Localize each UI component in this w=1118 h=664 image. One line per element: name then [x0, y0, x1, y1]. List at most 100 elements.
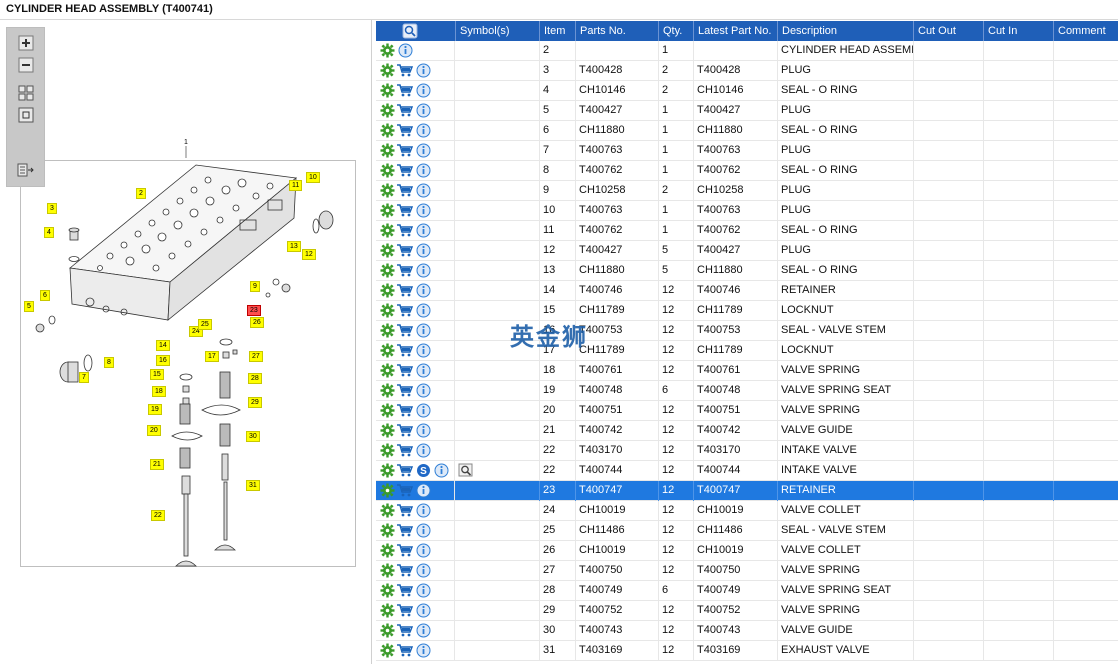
- info-icon[interactable]: [416, 523, 431, 538]
- cart-icon[interactable]: [396, 383, 414, 398]
- info-icon[interactable]: [416, 543, 431, 558]
- column-header-cut-out[interactable]: Cut Out: [914, 21, 984, 41]
- export-icon[interactable]: [16, 160, 36, 180]
- callout-31[interactable]: 31: [246, 480, 260, 491]
- info-icon[interactable]: [416, 643, 431, 658]
- info-icon[interactable]: [416, 483, 431, 498]
- column-header-cut-in[interactable]: Cut In: [984, 21, 1054, 41]
- table-row[interactable]: 12 T400427 5 T400427 PLUG: [376, 241, 1118, 261]
- callout-1[interactable]: 1: [184, 139, 188, 146]
- info-icon[interactable]: [416, 303, 431, 318]
- magnifier-icon[interactable]: [458, 463, 473, 478]
- callout-11[interactable]: 11: [289, 180, 303, 191]
- cart-icon[interactable]: [396, 283, 414, 298]
- table-row[interactable]: 27 T400750 12 T400750 VALVE SPRING: [376, 561, 1118, 581]
- table-row[interactable]: 18 T400761 12 T400761 VALVE SPRING: [376, 361, 1118, 381]
- gear-icon[interactable]: [380, 363, 395, 378]
- table-row[interactable]: S 22 T400744 12 T400744 INTAKE VALVE: [376, 461, 1118, 481]
- table-row[interactable]: 17 CH11789 12 CH11789 LOCKNUT: [376, 341, 1118, 361]
- gear-icon[interactable]: [380, 283, 395, 298]
- cart-icon[interactable]: [396, 343, 414, 358]
- callout-15[interactable]: 15: [150, 369, 164, 380]
- cart-icon[interactable]: [396, 143, 414, 158]
- gear-icon[interactable]: [380, 403, 395, 418]
- table-row[interactable]: 15 CH11789 12 CH11789 LOCKNUT: [376, 301, 1118, 321]
- callout-24[interactable]: 24: [189, 326, 203, 337]
- cart-icon[interactable]: [396, 483, 414, 498]
- cart-icon[interactable]: [396, 163, 414, 178]
- callout-19[interactable]: 19: [148, 404, 162, 415]
- info-icon[interactable]: [416, 603, 431, 618]
- callout-12[interactable]: 12: [302, 249, 316, 260]
- info-icon[interactable]: [416, 443, 431, 458]
- info-icon[interactable]: [416, 583, 431, 598]
- info-icon[interactable]: [416, 383, 431, 398]
- cart-icon[interactable]: [396, 643, 414, 658]
- info-icon[interactable]: [416, 223, 431, 238]
- column-header-comment[interactable]: Comment: [1058, 25, 1106, 37]
- table-row[interactable]: 20 T400751 12 T400751 VALVE SPRING: [376, 401, 1118, 421]
- table-row[interactable]: 31 T403169 12 T403169 EXHAUST VALVE: [376, 641, 1118, 661]
- callout-8[interactable]: 8: [104, 357, 114, 368]
- callout-2[interactable]: 2: [136, 188, 146, 199]
- callout-9[interactable]: 9: [250, 281, 260, 292]
- search-icon[interactable]: [376, 21, 456, 41]
- gear-icon[interactable]: [380, 123, 395, 138]
- gear-icon[interactable]: [380, 463, 395, 478]
- callout-7[interactable]: 7: [79, 372, 89, 383]
- cart-icon[interactable]: [396, 63, 414, 78]
- gear-icon[interactable]: [380, 263, 395, 278]
- callout-28[interactable]: 28: [248, 373, 262, 384]
- gear-icon[interactable]: [380, 43, 395, 58]
- info-icon[interactable]: [416, 283, 431, 298]
- table-row[interactable]: 29 T400752 12 T400752 VALVE SPRING: [376, 601, 1118, 621]
- info-icon[interactable]: [416, 263, 431, 278]
- table-row[interactable]: 5 T400427 1 T400427 PLUG: [376, 101, 1118, 121]
- cart-icon[interactable]: [396, 183, 414, 198]
- table-row[interactable]: 7 T400763 1 T400763 PLUG: [376, 141, 1118, 161]
- info-icon[interactable]: [416, 343, 431, 358]
- cart-icon[interactable]: [396, 423, 414, 438]
- info-icon[interactable]: [416, 63, 431, 78]
- cart-icon[interactable]: [396, 263, 414, 278]
- info-icon[interactable]: [416, 243, 431, 258]
- gear-icon[interactable]: [380, 383, 395, 398]
- cart-icon[interactable]: [396, 563, 414, 578]
- callout-26[interactable]: 26: [250, 317, 264, 328]
- gear-icon[interactable]: [380, 303, 395, 318]
- cart-icon[interactable]: [396, 223, 414, 238]
- cart-icon[interactable]: [396, 83, 414, 98]
- callout-16[interactable]: 16: [156, 355, 170, 366]
- callout-17[interactable]: 17: [205, 351, 219, 362]
- table-row[interactable]: 14 T400746 12 T400746 RETAINER: [376, 281, 1118, 301]
- table-row[interactable]: 28 T400749 6 T400749 VALVE SPRING SEAT: [376, 581, 1118, 601]
- cart-icon[interactable]: [396, 523, 414, 538]
- cart-icon[interactable]: [396, 243, 414, 258]
- table-row[interactable]: 6 CH11880 1 CH11880 SEAL - O RING: [376, 121, 1118, 141]
- column-header-parts-no[interactable]: Parts No.: [576, 21, 659, 41]
- info-icon[interactable]: [416, 163, 431, 178]
- gear-icon[interactable]: [380, 643, 395, 658]
- gear-icon[interactable]: [380, 423, 395, 438]
- table-row[interactable]: 19 T400748 6 T400748 VALVE SPRING SEAT: [376, 381, 1118, 401]
- gear-icon[interactable]: [380, 563, 395, 578]
- table-row[interactable]: 13 CH11880 5 CH11880 SEAL - O RING: [376, 261, 1118, 281]
- cart-icon[interactable]: [396, 203, 414, 218]
- info-icon[interactable]: [416, 623, 431, 638]
- gear-icon[interactable]: [380, 483, 395, 498]
- callout-27[interactable]: 27: [249, 351, 263, 362]
- info-icon[interactable]: [416, 203, 431, 218]
- column-header-symbols[interactable]: Symbol(s): [456, 21, 540, 41]
- info-icon[interactable]: [416, 423, 431, 438]
- cart-icon[interactable]: [396, 503, 414, 518]
- cart-icon[interactable]: [396, 123, 414, 138]
- gear-icon[interactable]: [380, 243, 395, 258]
- zoom-in-icon[interactable]: [16, 33, 36, 53]
- gear-icon[interactable]: [380, 83, 395, 98]
- column-header-description[interactable]: Description: [778, 21, 914, 41]
- callout-30[interactable]: 30: [246, 431, 260, 442]
- gear-icon[interactable]: [380, 103, 395, 118]
- cart-icon[interactable]: [396, 403, 414, 418]
- callout-20[interactable]: 20: [147, 425, 161, 436]
- supersession-icon[interactable]: S: [416, 463, 431, 478]
